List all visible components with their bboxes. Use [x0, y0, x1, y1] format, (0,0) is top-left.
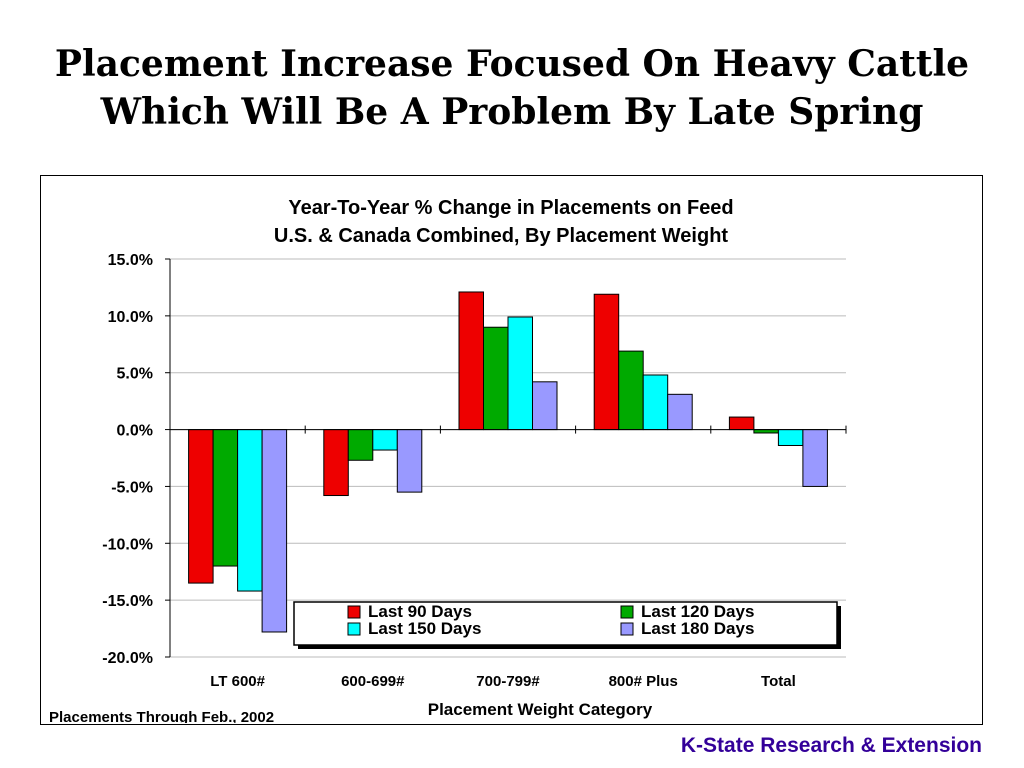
y-tick-label: 0.0%: [117, 423, 153, 440]
x-tick-label: 600-699#: [341, 673, 405, 690]
legend-swatch: [347, 605, 361, 619]
bar-2-1: [323, 429, 349, 497]
y-tick-label: -15.0%: [102, 593, 153, 610]
bar-2-4: [396, 429, 423, 493]
bar-3-2: [483, 326, 509, 431]
bar-2-2: [347, 429, 374, 461]
bar-4-2: [618, 350, 644, 431]
bar-3-1: [458, 291, 484, 431]
bar-5-3: [777, 429, 804, 446]
bar-4-3: [642, 374, 669, 431]
legend-swatch: [620, 605, 634, 619]
axes: [169, 259, 847, 657]
x-axis-label: Placement Weight Category: [428, 700, 653, 719]
legend-label: Last 150 Days: [368, 619, 481, 638]
bar-1-3: [237, 429, 263, 592]
bar-1-4: [261, 429, 288, 633]
legend-swatch: [620, 622, 634, 636]
y-tick-label: 5.0%: [117, 366, 153, 383]
slide-title-line-2: Which Will Be A Problem By Late Spring: [100, 91, 924, 133]
x-tick-label: LT 600#: [210, 673, 265, 690]
y-tick-label: 10.0%: [108, 309, 153, 326]
legend: Last 90 Days Last 120 Days Last 150 Days La…: [293, 601, 841, 649]
bar-3-3: [507, 316, 533, 431]
legend-box: [293, 601, 838, 646]
bars: [188, 291, 828, 633]
legend-label: Last 90 Days: [368, 602, 472, 621]
y-tick-label: -10.0%: [102, 536, 153, 553]
chart-title: Year-To-Year % Change in Placements on F…: [288, 197, 733, 219]
legend-swatch: [347, 622, 361, 636]
bar-2-3: [372, 429, 398, 451]
bar-5-2: [753, 429, 779, 434]
chart-subtitle: U.S. & Canada Combined, By Placement Wei…: [274, 225, 729, 247]
x-tick-label: 700-799#: [476, 673, 540, 690]
bar-4-4: [667, 393, 693, 431]
y-tick-labels: 15.0% 10.0% 5.0% 0.0% -5.0% -10.0% -15.0% -20.0…: [102, 252, 153, 667]
chart-frame: Year-To-Year % Change in Placements on F…: [40, 175, 983, 726]
bar-chart: Year-To-Year % Change in Placements on F…: [49, 197, 847, 726]
x-tick-label: 800# Plus: [609, 673, 678, 690]
slide-title: Placement Increase Focused On Heavy Catt…: [0, 40, 1024, 136]
y-tick-label: 15.0%: [108, 252, 153, 269]
bar-1-1: [188, 429, 214, 584]
slide-title-line-1: Placement Increase Focused On Heavy Catt…: [54, 43, 970, 85]
bar-5-4: [802, 429, 828, 487]
x-tick-labels: LT 600# 600-699# 700-799# 800# Plus Total: [210, 673, 796, 690]
y-tick-label: -20.0%: [102, 650, 153, 667]
x-tick-label: Total: [761, 673, 796, 690]
bar-4-1: [593, 293, 620, 431]
y-tick-label: -5.0%: [111, 479, 153, 496]
legend-label: Last 180 Days: [641, 619, 754, 638]
chart-note: Placements Through Feb., 2002: [49, 709, 274, 723]
bar-3-4: [532, 381, 558, 431]
bar-1-2: [212, 429, 239, 567]
footer-credit: K-State Research & Extension: [680, 734, 982, 757]
legend-label: Last 120 Days: [641, 602, 754, 621]
bar-5-1: [728, 416, 755, 431]
